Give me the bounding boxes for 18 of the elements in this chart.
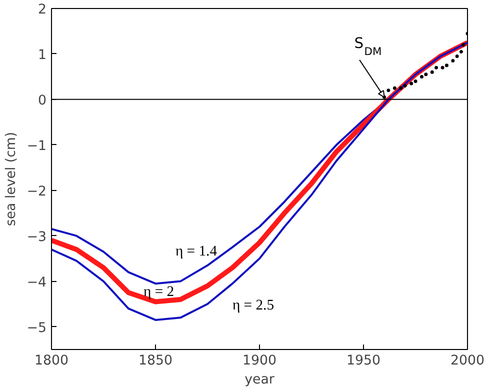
y-axis-title: sea level (cm) (4, 132, 19, 226)
x-tick-label: 1950 (346, 354, 380, 368)
y-tick-label: 1 (38, 48, 47, 63)
x-tick-label: 1850 (138, 354, 172, 368)
y-tick-label: −2 (26, 184, 47, 200)
x-tick-label: 1900 (242, 354, 276, 368)
x-tick-label: 2000 (450, 354, 484, 368)
series-label: η = 2.5 (232, 298, 274, 314)
series-label: η = 2 (144, 284, 174, 300)
y-tick-label: −1 (26, 138, 47, 154)
y-tick-label: 0 (38, 93, 47, 108)
x-tick-label: 1800 (34, 354, 68, 368)
series-label: η = 1.4 (175, 243, 218, 260)
y-tick-label: −5 (26, 320, 47, 336)
y-tick-label: −4 (26, 275, 47, 290)
y-tick-label: 2 (38, 2, 47, 18)
y-tick-label: −3 (26, 230, 47, 245)
x-axis-title: year (244, 372, 275, 388)
